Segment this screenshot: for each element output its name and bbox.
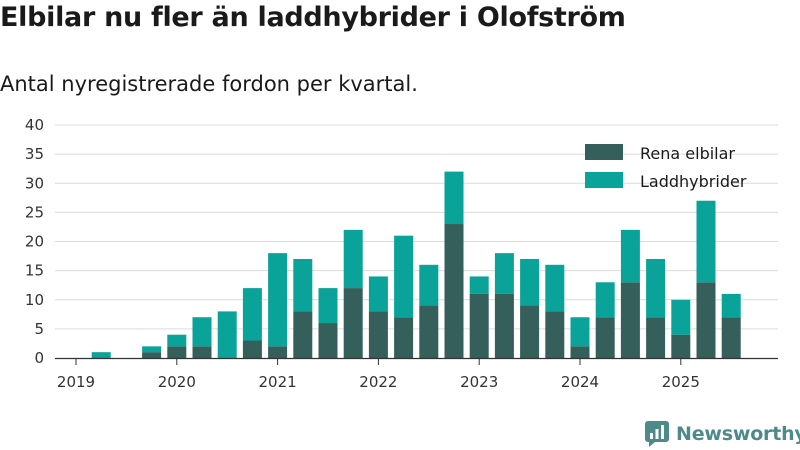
- gridlines: [55, 124, 778, 330]
- newsworthy-logo: Newsworthy: [644, 420, 800, 448]
- legend-swatch-laddhybrider: [585, 172, 623, 188]
- bar-laddhybrider-2: [91, 352, 111, 358]
- bar-laddhybrider-25: [671, 299, 691, 335]
- bar-laddhybrider-10: [293, 258, 313, 312]
- bar-rena-elbilar-12: [343, 288, 363, 358]
- bar-laddhybrider-13: [368, 276, 388, 312]
- bar-laddhybrider-26: [696, 200, 716, 283]
- x-tick-label-2020: 2020: [158, 373, 196, 391]
- bar-laddhybrider-14: [394, 235, 414, 318]
- bar-laddhybrider-8: [242, 288, 262, 341]
- bar-laddhybrider-23: [620, 229, 640, 283]
- bar-laddhybrider-7: [217, 311, 237, 358]
- bar-rena-elbilar-24: [646, 317, 666, 358]
- newsworthy-icon: [645, 421, 669, 447]
- y-tick-label-30: 30: [25, 174, 44, 192]
- bar-rena-elbilar-15: [419, 305, 439, 358]
- bar-laddhybrider-24: [646, 258, 666, 318]
- chart-subtitle: Antal nyregistrerade fordon per kvartal.: [0, 72, 418, 96]
- legend-swatch-rena-elbilar: [585, 144, 623, 160]
- y-tick-label-25: 25: [25, 203, 44, 221]
- y-tick-label-35: 35: [25, 145, 44, 163]
- bar-rena-elbilar-9: [268, 346, 288, 358]
- y-tick-label-15: 15: [25, 262, 44, 280]
- bar-laddhybrider-6: [192, 317, 212, 347]
- x-tick-label-2019: 2019: [57, 373, 95, 391]
- bar-laddhybrider-19: [520, 258, 540, 306]
- y-tick-label-5: 5: [34, 320, 44, 338]
- bar-laddhybrider-21: [570, 317, 590, 347]
- bar-rena-elbilar-21: [570, 346, 590, 358]
- bar-rena-elbilar-13: [368, 311, 388, 358]
- x-tick-label-2024: 2024: [561, 373, 599, 391]
- legend: Rena elbilar Laddhybrider: [585, 144, 747, 191]
- legend-label-rena-elbilar: Rena elbilar: [640, 144, 735, 163]
- bar-laddhybrider-27: [721, 293, 741, 318]
- y-tick-label-40: 40: [25, 116, 44, 134]
- bar-rena-elbilar-8: [242, 340, 262, 358]
- chart-title: Elbilar nu fler än laddhybrider i Olofst…: [0, 2, 626, 33]
- bar-rena-elbilar-18: [494, 293, 514, 358]
- x-tick-label-2021: 2021: [259, 373, 297, 391]
- bar-laddhybrider-11: [318, 288, 338, 324]
- bar-rena-elbilar-25: [671, 334, 691, 358]
- x-tick-label-2025: 2025: [662, 373, 700, 391]
- bar-rena-elbilar-5: [167, 346, 187, 358]
- bar-laddhybrider-20: [545, 264, 565, 312]
- bar-rena-elbilar-14: [394, 317, 414, 358]
- y-tick-label-20: 20: [25, 233, 44, 251]
- x-tick-label-2022: 2022: [359, 373, 397, 391]
- bars: [91, 171, 741, 358]
- bar-rena-elbilar-20: [545, 311, 565, 358]
- bar-rena-elbilar-23: [620, 282, 640, 358]
- bar-laddhybrider-22: [595, 282, 615, 318]
- bar-rena-elbilar-27: [721, 317, 741, 358]
- bar-laddhybrider-16: [444, 171, 464, 225]
- x-tick-label-2023: 2023: [460, 373, 498, 391]
- bar-rena-elbilar-19: [520, 305, 540, 358]
- bar-rena-elbilar-17: [469, 293, 489, 358]
- legend-label-laddhybrider: Laddhybrider: [640, 172, 747, 191]
- bar-laddhybrider-5: [167, 334, 187, 347]
- bar-laddhybrider-9: [268, 253, 288, 347]
- y-tick-label-0: 0: [34, 349, 44, 367]
- bar-rena-elbilar-10: [293, 311, 313, 358]
- bar-laddhybrider-12: [343, 229, 363, 289]
- brand-name: Newsworthy: [676, 423, 800, 445]
- bar-laddhybrider-18: [494, 253, 514, 294]
- bar-laddhybrider-15: [419, 264, 439, 306]
- bar-laddhybrider-17: [469, 276, 489, 294]
- bar-rena-elbilar-16: [444, 224, 464, 358]
- y-tick-label-10: 10: [25, 291, 44, 309]
- bar-rena-elbilar-4: [142, 352, 162, 358]
- bar-laddhybrider-4: [142, 346, 162, 353]
- bar-rena-elbilar-22: [595, 317, 615, 358]
- bar-rena-elbilar-11: [318, 323, 338, 358]
- bar-rena-elbilar-26: [696, 282, 716, 358]
- bar-rena-elbilar-6: [192, 346, 212, 358]
